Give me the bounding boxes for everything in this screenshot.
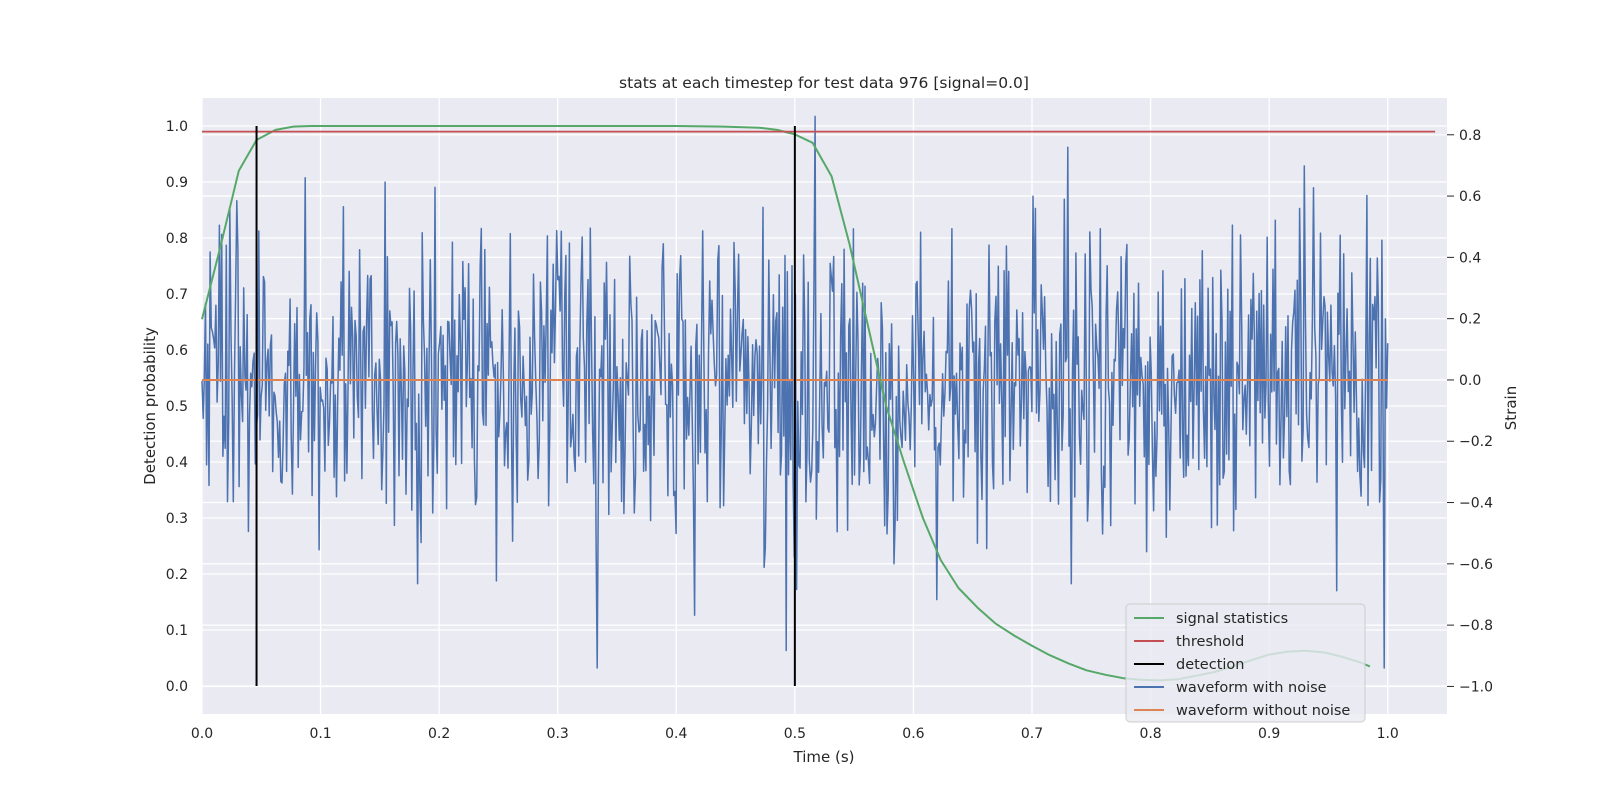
y-tick-label: 0.1 bbox=[166, 623, 188, 639]
x-tick-label: 0.1 bbox=[309, 726, 331, 742]
y2-axis-label: Strain bbox=[1502, 386, 1520, 430]
legend-label-waveform-with-noise: waveform with noise bbox=[1176, 680, 1327, 696]
x-tick-label: 0.9 bbox=[1258, 726, 1280, 742]
y2-tick-label: −0.6 bbox=[1459, 557, 1493, 573]
y-axis-label: Detection probability bbox=[141, 327, 159, 485]
y-tick-label: 0.0 bbox=[166, 679, 188, 695]
x-tick-label: 0.0 bbox=[191, 726, 213, 742]
y2-tick-label: 0.8 bbox=[1459, 128, 1481, 144]
x-tick-label: 0.3 bbox=[547, 726, 569, 742]
ticks-layer: 0.0 0.1 0.2 0.3 0.4 0.5 0.6 0.7 0.8 0.9 1.0 0.0 0.1 0… bbox=[166, 119, 1493, 742]
x-axis-label: Time (s) bbox=[793, 748, 855, 766]
x-tick-label: 0.5 bbox=[784, 726, 806, 742]
y2-tick-label: 0.4 bbox=[1459, 250, 1481, 266]
legend-label-threshold: threshold bbox=[1176, 634, 1244, 650]
y2-tick-label: 0.0 bbox=[1459, 373, 1481, 389]
y2-tick-label: −0.8 bbox=[1459, 618, 1493, 634]
y2-tick-label: 0.6 bbox=[1459, 189, 1481, 205]
y-tick-label: 0.6 bbox=[166, 343, 188, 359]
y-tick-label: 0.2 bbox=[166, 567, 188, 583]
x-tick-label: 1.0 bbox=[1377, 726, 1399, 742]
y2-tick-label: −0.2 bbox=[1459, 434, 1493, 450]
x-tick-label: 0.6 bbox=[902, 726, 924, 742]
y2-tick-label: −0.4 bbox=[1459, 496, 1493, 512]
legend: signal statistics threshold detection wa… bbox=[1125, 603, 1366, 723]
y-tick-label: 0.5 bbox=[166, 399, 188, 415]
legend-box bbox=[1125, 603, 1366, 723]
y-tick-label: 0.9 bbox=[166, 175, 188, 191]
chart-title: stats at each timestep for test data 976… bbox=[619, 74, 1029, 92]
x-tick-label: 0.4 bbox=[665, 726, 687, 742]
legend-label-waveform-without-noise: waveform without noise bbox=[1176, 703, 1350, 719]
y-tick-label: 1.0 bbox=[166, 119, 188, 135]
legend-label-signal-statistics: signal statistics bbox=[1176, 611, 1288, 627]
x-tick-label: 0.7 bbox=[1021, 726, 1043, 742]
y-tick-label: 0.3 bbox=[166, 511, 188, 527]
y2-tick-label: −1.0 bbox=[1459, 679, 1493, 695]
x-tick-label: 0.8 bbox=[1139, 726, 1161, 742]
y-tick-label: 0.8 bbox=[166, 231, 188, 247]
y-tick-label: 0.4 bbox=[166, 455, 188, 471]
legend-label-detection: detection bbox=[1176, 657, 1244, 673]
x-tick-label: 0.2 bbox=[428, 726, 450, 742]
y2-tick-label: 0.2 bbox=[1459, 312, 1481, 328]
y-tick-label: 0.7 bbox=[166, 287, 188, 303]
